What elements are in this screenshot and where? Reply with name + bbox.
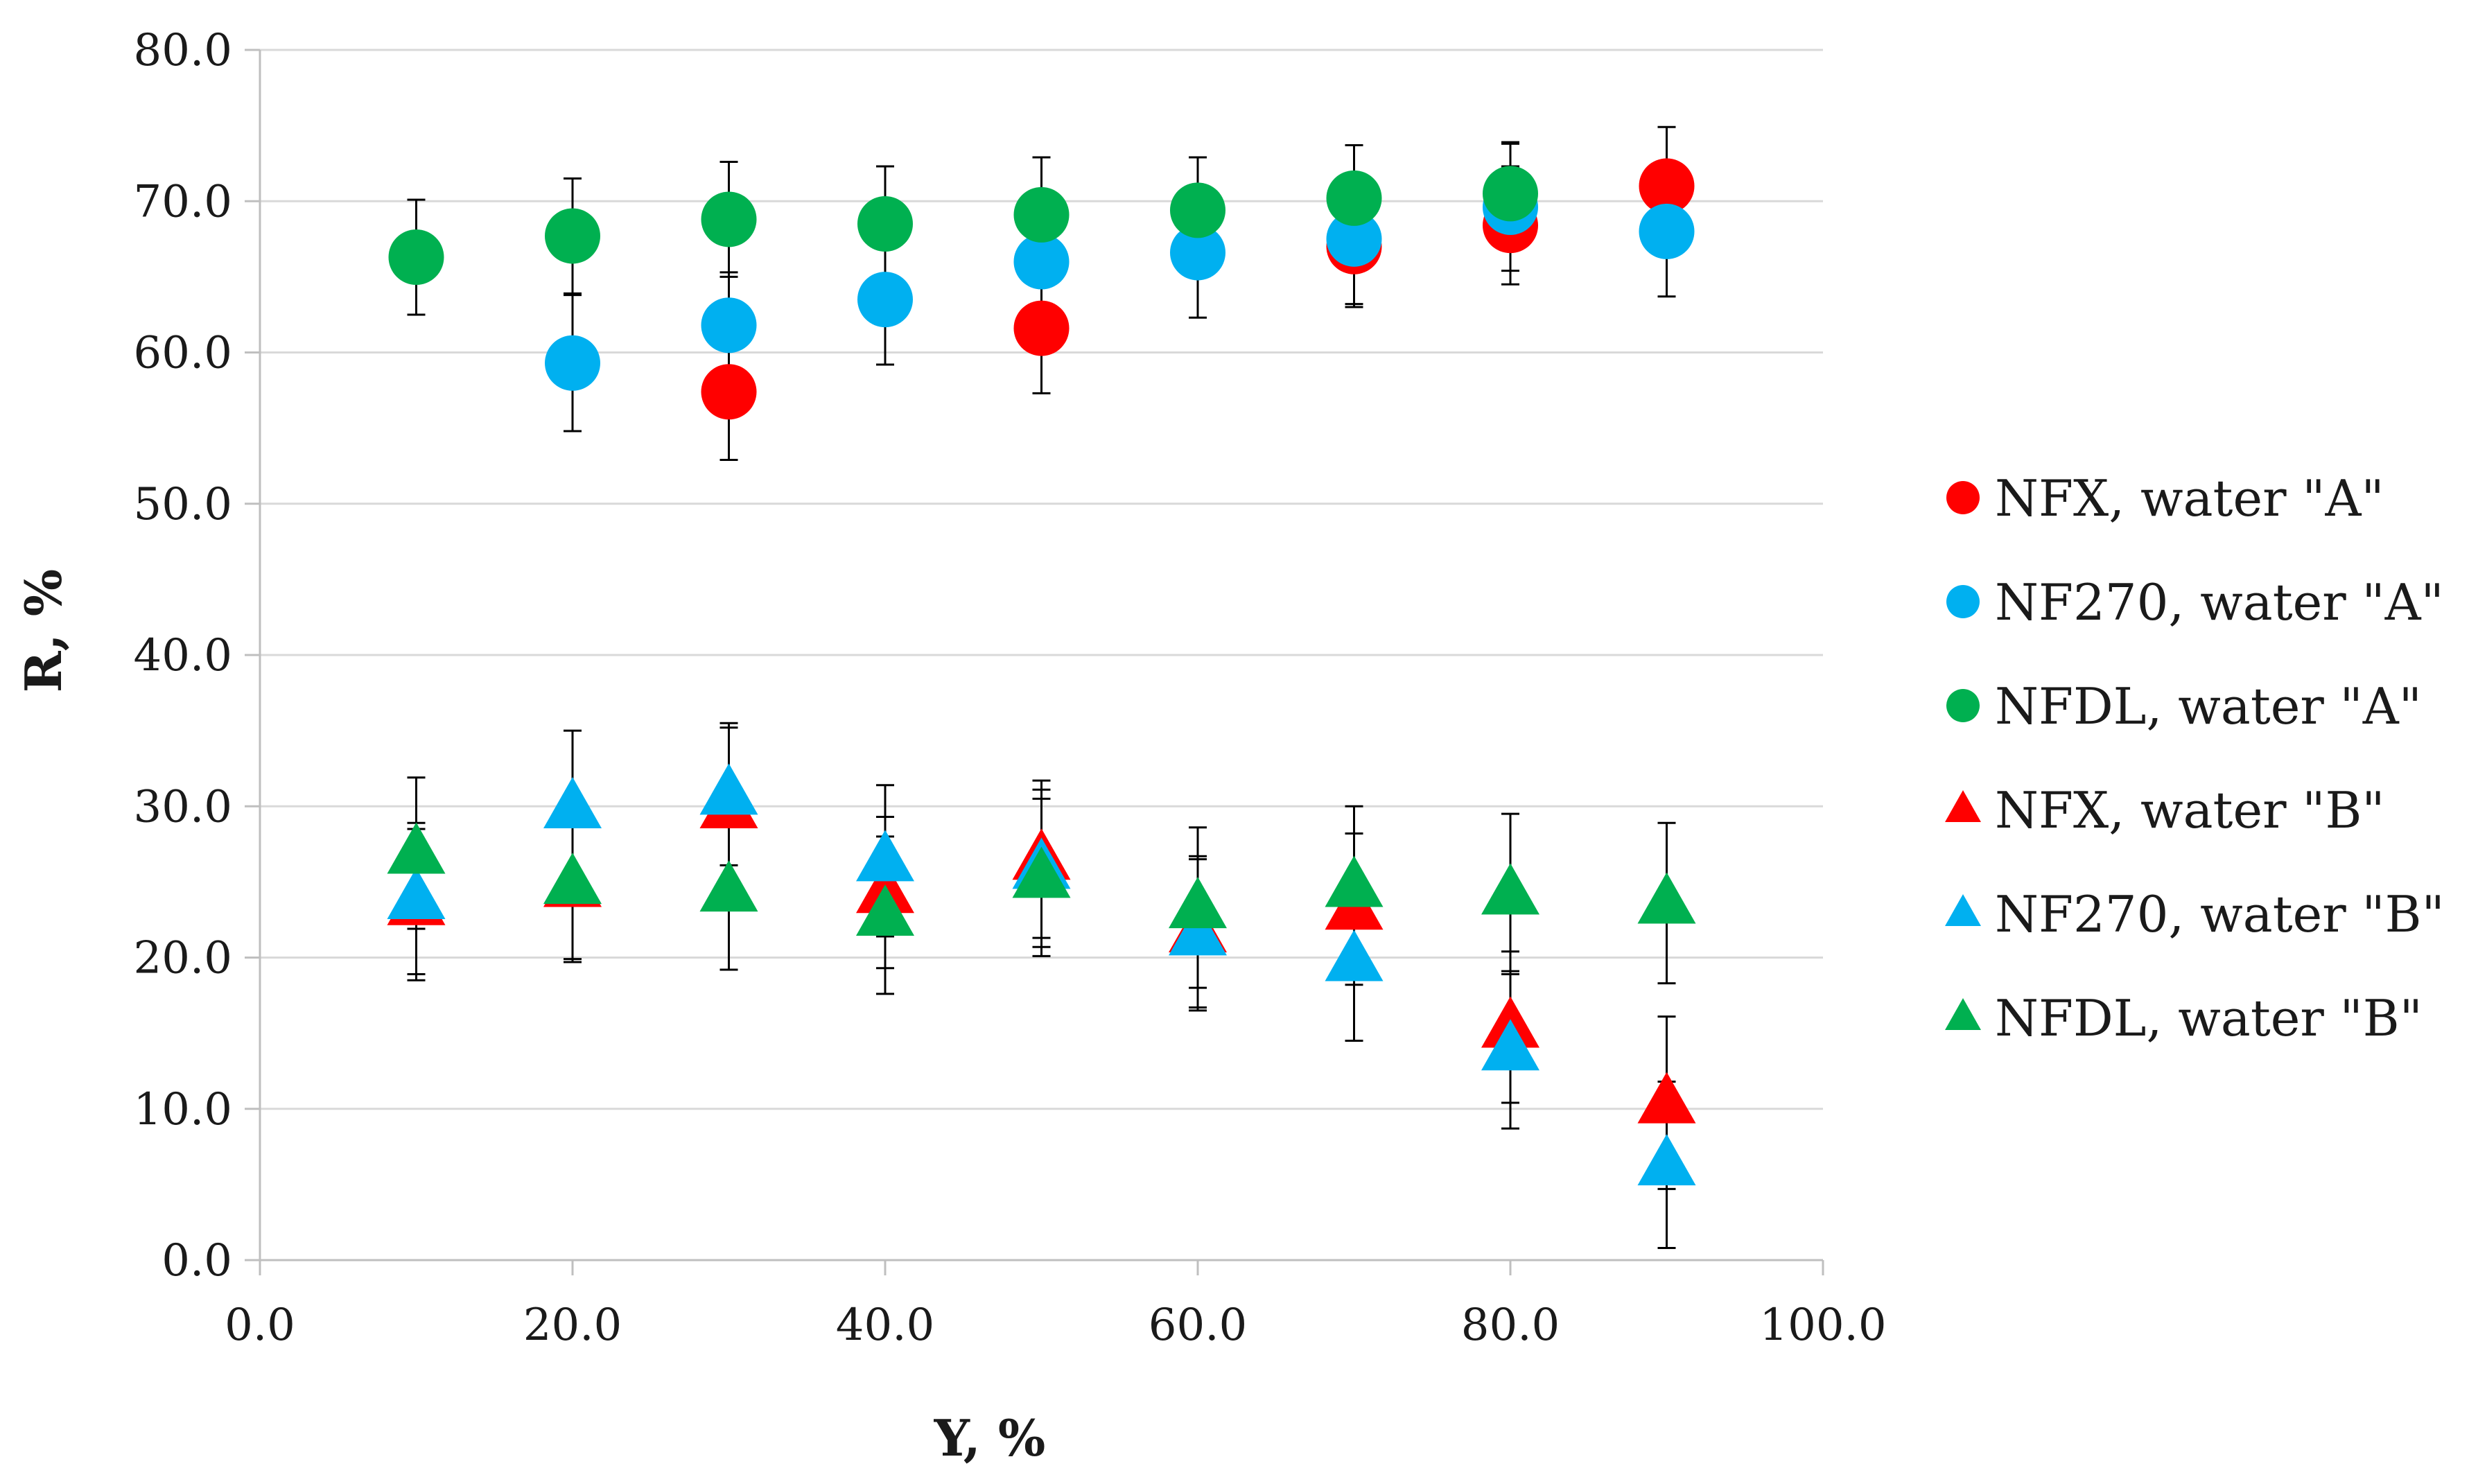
data-point-series1-5 bbox=[1326, 211, 1382, 267]
y-tick-label: 60.0 bbox=[134, 328, 233, 379]
data-point-series2-2 bbox=[701, 191, 757, 247]
x-tick-label: 80.0 bbox=[1461, 1300, 1560, 1351]
legend-marker bbox=[1945, 894, 1981, 926]
x-tick-label: 100.0 bbox=[1759, 1300, 1886, 1351]
data-point-series5-3 bbox=[856, 884, 914, 936]
data-point-series1-4 bbox=[1170, 225, 1225, 281]
data-point-series2-6 bbox=[1326, 170, 1382, 226]
legend-item: NF270, water "B" bbox=[1945, 885, 2445, 943]
data-point-series2-5 bbox=[1170, 182, 1225, 238]
legend-item: NF270, water "A" bbox=[1946, 573, 2444, 631]
legend-marker bbox=[1946, 481, 1980, 514]
legend-label: NF270, water "B" bbox=[1995, 885, 2445, 943]
y-tick-label: 10.0 bbox=[134, 1084, 233, 1135]
data-point-series4-8 bbox=[1637, 1134, 1696, 1186]
legend-label: NFDL, water "A" bbox=[1995, 677, 2422, 735]
data-point-series5-0 bbox=[387, 822, 446, 874]
y-tick-label: 30.0 bbox=[134, 781, 233, 832]
x-tick-label: 20.0 bbox=[523, 1300, 622, 1351]
data-point-series5-7 bbox=[1481, 863, 1539, 915]
data-point-series4-5 bbox=[1169, 904, 1227, 956]
data-point-series5-4 bbox=[1012, 846, 1071, 898]
x-tick-label: 60.0 bbox=[1149, 1300, 1248, 1351]
legend-label: NF270, water "A" bbox=[1995, 573, 2444, 631]
y-tick-label: 50.0 bbox=[134, 479, 233, 530]
data-point-series2-0 bbox=[388, 229, 444, 286]
legend-item: NFDL, water "A" bbox=[1946, 677, 2422, 735]
y-tick-label: 20.0 bbox=[134, 933, 233, 984]
legend-label: NFDL, water "B" bbox=[1995, 989, 2423, 1047]
data-point-series4-0 bbox=[387, 867, 446, 919]
legend-marker bbox=[1946, 585, 1980, 618]
legend: NFX, water "A" NF270, water "A" NFDL, wate… bbox=[1945, 469, 2445, 1047]
data-point-series1-2 bbox=[857, 272, 913, 328]
data-point-series4-1 bbox=[543, 777, 602, 829]
data-point-series2-3 bbox=[857, 195, 913, 252]
legend-item: NFX, water "B" bbox=[1945, 781, 2385, 839]
data-point-series0-0 bbox=[701, 364, 757, 420]
data-point-series2-1 bbox=[545, 208, 600, 264]
data-point-series3-8 bbox=[1637, 1072, 1696, 1124]
x-tick-label: 0.0 bbox=[225, 1300, 295, 1351]
data-point-series1-1 bbox=[701, 297, 757, 353]
legend-label: NFX, water "A" bbox=[1995, 469, 2384, 527]
data-point-series4-3 bbox=[856, 830, 914, 882]
errorbar-layer bbox=[407, 125, 1676, 1250]
data-point-series2-7 bbox=[1483, 166, 1538, 222]
data-point-series5-1 bbox=[543, 853, 602, 905]
marker-layer bbox=[387, 158, 1696, 1186]
y-tick-label: 80.0 bbox=[134, 25, 233, 76]
data-point-series1-7 bbox=[1639, 203, 1695, 259]
legend-marker bbox=[1945, 790, 1981, 822]
data-point-series5-6 bbox=[1325, 855, 1384, 907]
data-point-series4-7 bbox=[1481, 1019, 1539, 1071]
x-axis-title: Y, % bbox=[934, 1408, 1046, 1467]
data-point-series4-6 bbox=[1325, 929, 1384, 981]
legend-item: NFX, water "A" bbox=[1946, 469, 2384, 527]
tick-label-layer: 0.0 10.0 20.0 30.0 40.0 50.0 60.0 70.0 80.0 0.0 20… bbox=[134, 25, 1887, 1351]
y-tick-label: 0.0 bbox=[162, 1235, 232, 1286]
y-axis-title: R, % bbox=[14, 569, 73, 692]
x-tick-label: 40.0 bbox=[836, 1300, 935, 1351]
data-point-series1-3 bbox=[1013, 234, 1070, 290]
y-tick-label: 40.0 bbox=[134, 630, 233, 681]
axis-layer bbox=[245, 49, 1824, 1275]
data-point-series5-2 bbox=[699, 860, 758, 912]
data-point-series2-4 bbox=[1013, 186, 1070, 243]
legend-marker bbox=[1945, 998, 1981, 1030]
data-point-series5-5 bbox=[1169, 877, 1227, 929]
data-point-series4-2 bbox=[699, 763, 758, 815]
legend-marker bbox=[1946, 689, 1980, 722]
legend-item: NFDL, water "B" bbox=[1945, 989, 2423, 1047]
data-point-series0-1 bbox=[1013, 300, 1070, 356]
legend-label: NFX, water "B" bbox=[1995, 781, 2385, 839]
data-point-series1-0 bbox=[545, 335, 600, 391]
data-point-series5-8 bbox=[1637, 872, 1696, 924]
data-point-series0-4 bbox=[1639, 158, 1695, 214]
y-tick-label: 70.0 bbox=[134, 176, 233, 227]
